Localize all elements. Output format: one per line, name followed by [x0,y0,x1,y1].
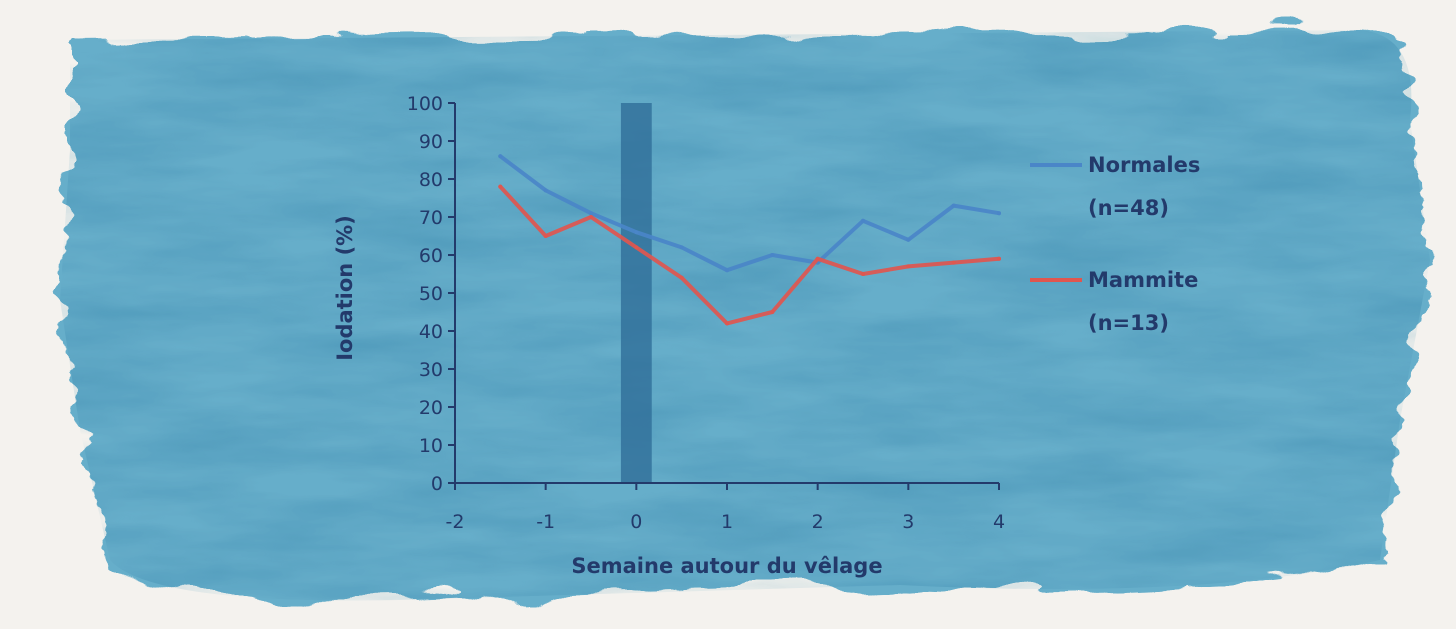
y-tick-label: 20 [419,397,443,419]
data-point-mammite [679,275,684,280]
data-point-mammite [543,234,548,238]
data-point-normales [725,268,729,273]
series-line-normales [498,154,1001,273]
legend-label-mammite: Mammite [1088,268,1198,292]
y-tick-label: 0 [431,473,443,495]
legend-count-mammite: (n=13) [1088,311,1169,335]
data-point-mammite [906,264,911,269]
legend-count-normales: (n=48) [1088,196,1169,220]
y-axis-title: Iodation (%) [333,215,357,361]
x-tick-label: 0 [630,511,642,533]
data-point-mammite [770,310,775,314]
data-point-normales [770,253,775,257]
y-tick-label: 40 [419,321,443,343]
data-point-normales [543,188,548,193]
x-tick-label: -1 [536,511,555,533]
legend-label-normales: Normales [1088,153,1200,177]
data-point-mammite [498,184,503,189]
y-tick-label: 10 [419,435,443,457]
series-line-mammite [498,184,1001,326]
data-point-mammite [997,256,1001,261]
y-tick-label: 50 [419,283,443,305]
x-tick-label: 2 [812,511,824,533]
x-axis-title: Semaine autour du vêlage [571,554,882,578]
data-point-mammite [589,215,593,219]
data-point-normales [634,230,639,235]
data-point-mammite [861,272,865,276]
plot-area: 0 10 20 30 40 50 60 70 80 90 100 -2 -1 0 1 2 3 4 Semaine a… [333,93,1200,578]
data-point-normales [951,203,956,208]
x-tick-label: 3 [902,511,914,533]
data-point-normales [997,211,1001,216]
data-point-mammite [951,260,956,265]
data-point-normales [861,218,865,223]
data-point-mammite [634,245,639,250]
data-point-mammite [725,321,729,326]
data-point-normales [906,237,911,242]
y-tick-label: 70 [419,207,443,229]
watercolor-background [60,30,1430,601]
data-point-normales [589,211,593,216]
calving-band [620,103,652,483]
y-tick-label: 30 [419,359,443,381]
y-tick-label: 60 [419,245,443,267]
x-tick-label: -2 [446,511,465,533]
data-point-normales [679,245,684,250]
x-tick-label: 4 [993,511,1005,533]
y-tick-label: 90 [419,131,443,153]
x-tick-label: 1 [721,511,733,533]
y-tick-label: 100 [407,93,443,115]
data-point-normales [498,154,503,159]
y-tick-label: 80 [419,169,443,191]
data-point-mammite [815,256,820,261]
